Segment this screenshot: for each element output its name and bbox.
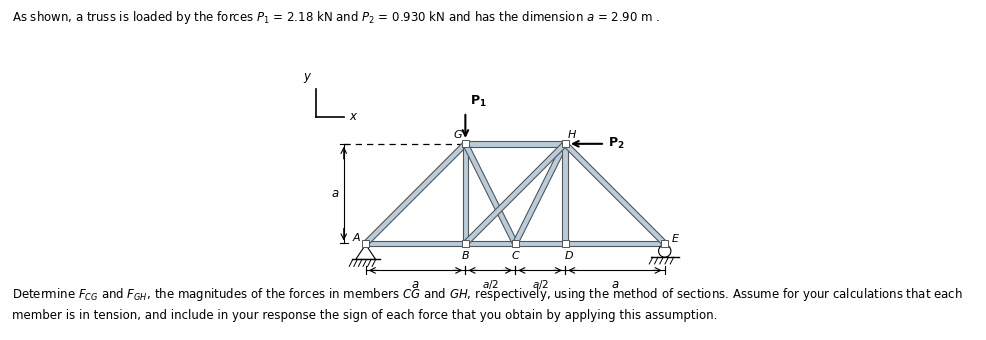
Text: $\mathbf{P_1}$: $\mathbf{P_1}$	[470, 94, 487, 109]
Polygon shape	[462, 144, 468, 243]
Polygon shape	[366, 241, 465, 246]
Bar	[562, 140, 569, 147]
Text: D: D	[565, 252, 573, 261]
Text: $a/2$: $a/2$	[482, 278, 499, 291]
Bar	[662, 240, 669, 247]
Polygon shape	[563, 142, 667, 245]
Text: $a/2$: $a/2$	[531, 278, 548, 291]
Text: $a$: $a$	[610, 278, 619, 291]
Bar	[461, 140, 469, 147]
Polygon shape	[565, 241, 665, 246]
Polygon shape	[364, 142, 467, 245]
Text: $a$: $a$	[411, 278, 420, 291]
Polygon shape	[465, 241, 516, 246]
Bar	[362, 240, 369, 247]
Bar	[461, 240, 469, 247]
Polygon shape	[356, 244, 376, 259]
Text: Determine $F_{CG}$ and $F_{GH}$, the magnitudes of the forces in members $CG$ an: Determine $F_{CG}$ and $F_{GH}$, the mag…	[12, 286, 962, 322]
Polygon shape	[463, 142, 567, 245]
Text: C: C	[512, 252, 519, 261]
Polygon shape	[513, 142, 568, 245]
Polygon shape	[562, 144, 568, 243]
Bar	[512, 240, 519, 247]
Text: G: G	[454, 130, 461, 140]
Text: $x$: $x$	[349, 110, 358, 123]
Text: $y$: $y$	[304, 71, 313, 85]
Text: H: H	[568, 130, 576, 140]
Text: E: E	[672, 234, 679, 243]
Polygon shape	[462, 142, 518, 245]
Text: $\mathbf{P_2}$: $\mathbf{P_2}$	[608, 136, 624, 151]
Text: $a$: $a$	[330, 187, 339, 200]
Circle shape	[659, 245, 670, 257]
Bar	[562, 240, 569, 247]
Text: B: B	[461, 252, 469, 261]
Text: A: A	[353, 233, 361, 242]
Polygon shape	[516, 241, 565, 246]
Text: As shown, a truss is loaded by the forces $P_1$ = 2.18 kN and $P_2$ = 0.930 kN a: As shown, a truss is loaded by the force…	[12, 8, 661, 26]
Polygon shape	[465, 141, 565, 147]
